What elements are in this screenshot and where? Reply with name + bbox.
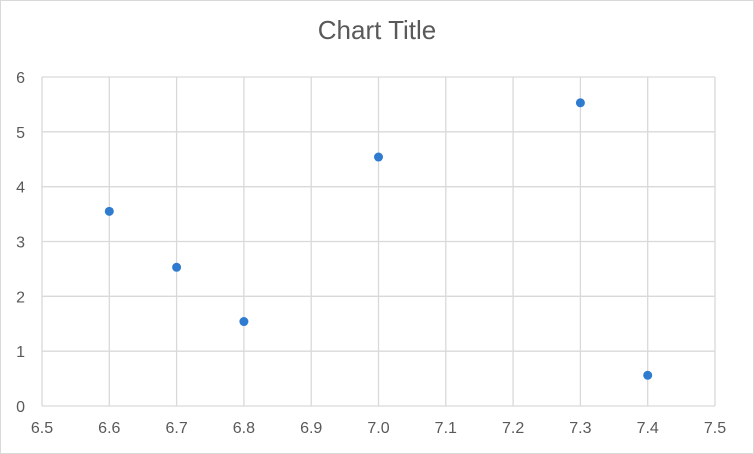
- x-tick-label: 6.9: [300, 420, 322, 437]
- y-tick-label: 2: [16, 289, 25, 306]
- y-tick-label: 1: [16, 344, 25, 361]
- data-point: [104, 206, 114, 216]
- x-tick-label: 6.8: [233, 420, 255, 437]
- y-tick-label: 5: [16, 125, 25, 142]
- x-tick-label: 7.1: [435, 420, 457, 437]
- data-point: [374, 152, 383, 162]
- data-point: [575, 98, 585, 108]
- y-tick-label: 6: [16, 70, 25, 87]
- x-tick-label: 7.3: [569, 420, 591, 437]
- x-tick-label: 7.5: [704, 420, 726, 437]
- x-tick-label: 7.4: [637, 420, 659, 437]
- x-tick-label: 6.7: [165, 420, 187, 437]
- y-tick-label: 3: [16, 235, 25, 252]
- y-tick-label: 4: [16, 180, 25, 197]
- data-point: [172, 262, 182, 272]
- x-tick-label: 6.6: [98, 420, 120, 437]
- x-tick-label: 6.5: [31, 420, 53, 437]
- y-tick-label: 0: [16, 399, 25, 416]
- x-tick-label: 7.0: [367, 420, 389, 437]
- data-point: [643, 370, 653, 380]
- chart-title: Chart Title: [317, 15, 437, 45]
- x-tick-label: 7.2: [502, 420, 524, 437]
- data-point: [239, 317, 249, 327]
